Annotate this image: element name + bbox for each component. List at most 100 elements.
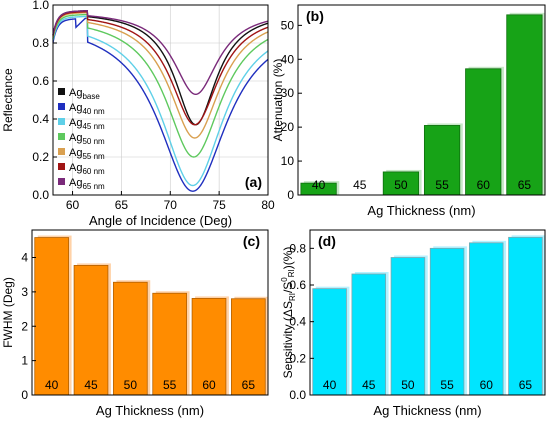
bar-category-label: 55: [435, 178, 449, 192]
bar-category-label: 65: [242, 378, 256, 392]
bar-category-label: 55: [440, 378, 454, 392]
panel-label: (a): [245, 174, 262, 190]
legend-label: Ag50 nm: [69, 132, 105, 146]
panel-c: 40 45 50 55 60 65 0 1 2 3 4 Ag Thickness (nm) FWHM (…: [1, 229, 269, 418]
panel-d: 40 45 50 55 60 65 0.0 0.2 0.4 0.6 0.8 Ag Thickness …: [280, 229, 546, 418]
legend-swatch: [58, 148, 65, 155]
bar-category-label: 65: [519, 378, 533, 392]
y-tick-label: 0.2: [32, 150, 49, 164]
series-line-65nm: [52, 9, 269, 96]
bar-65: [508, 236, 543, 396]
y-tick-label: 20: [281, 120, 295, 134]
panel-label: (d): [318, 233, 336, 249]
legend-label: Agbase: [69, 87, 100, 101]
x-axis-label: Ag Thickness (nm): [96, 403, 204, 418]
bar-40: [34, 237, 69, 396]
y-tick-label: 0.8: [32, 36, 49, 50]
legend-label: Ag40 nm: [69, 102, 105, 116]
legend-swatch: [58, 178, 65, 185]
y-tick-label: 2: [21, 319, 28, 333]
bar-category-label: 45: [362, 378, 376, 392]
y-axis-label: Reflectance: [1, 68, 15, 132]
bar-40: [312, 288, 347, 396]
y-tick-label: 0.4: [32, 112, 49, 126]
y-tick-label: 3: [21, 285, 28, 299]
panel-b: 40 45 50 55 60 65 0 10 20 30 40 50 Ag Thickness (nm)…: [271, 4, 546, 218]
legend-label: Ag60 nm: [69, 162, 105, 176]
x-axis-label: Ag Thickness (nm): [373, 403, 481, 418]
legend-label: Ag55 nm: [69, 147, 105, 161]
bar-45: [351, 273, 386, 396]
y-axis-label: Sensitivity (ΔSRI/S0RI)(%): [280, 247, 297, 379]
y-tick-label: 1: [21, 354, 28, 368]
x-tick-label: 65: [115, 198, 129, 212]
panel-label: (b): [306, 8, 324, 24]
bar-category-label: 55: [163, 378, 177, 392]
plot-frame: [52, 4, 269, 196]
y-axis-label: FWHM (Deg): [1, 277, 15, 348]
y-tick-label: 0.6: [289, 278, 306, 292]
bar-category-label: 40: [323, 378, 337, 392]
bar-category-label: 60: [477, 178, 491, 192]
legend-swatch: [58, 118, 65, 125]
bar-45: [73, 265, 109, 396]
y-tick-label: 0.2: [289, 351, 306, 365]
legend-label: Ag45 nm: [69, 117, 105, 131]
bar-category-label: 50: [401, 378, 415, 392]
bar-category-label: 50: [394, 178, 408, 192]
y-tick-label: 0.0: [289, 388, 306, 402]
x-tick-label: 70: [164, 198, 178, 212]
y-tick-label: 30: [281, 86, 295, 100]
x-tick-label: 75: [212, 198, 226, 212]
y-tick-label: 50: [281, 18, 295, 32]
bar-category-label: 65: [518, 178, 532, 192]
bar-category-label: 45: [353, 178, 367, 192]
plot-frame: [309, 229, 546, 396]
series-line-50nm: [52, 13, 269, 158]
series-line-60nm: [52, 10, 269, 126]
plot-frame: [297, 4, 546, 196]
y-tick-label: 0: [21, 388, 28, 402]
y-tick-label: 0.0: [32, 188, 49, 202]
legend-swatch: [58, 133, 65, 140]
series-line-40nm: [52, 17, 269, 192]
y-tick-label: 1.0: [32, 0, 49, 12]
bar-60: [465, 68, 502, 196]
x-axis-label: Ag Thickness (nm): [367, 203, 475, 218]
bar-category-label: 60: [480, 378, 494, 392]
bar-category-label: 45: [84, 378, 98, 392]
bar-category-label: 60: [202, 378, 216, 392]
bar-50: [390, 257, 426, 396]
bar-category-label: 40: [312, 178, 326, 192]
x-tick-label: 60: [66, 198, 80, 212]
bar-60: [469, 242, 504, 396]
bar-60: [191, 298, 227, 396]
panel-label: (c): [243, 233, 260, 249]
y-tick-label: 0: [287, 188, 294, 202]
bar-50: [113, 281, 148, 396]
y-tick-label: 4: [21, 251, 28, 265]
y-tick-label: 10: [281, 154, 295, 168]
x-axis-label: Angle of Incidence (Deg): [89, 213, 232, 228]
series-line-45nm: [52, 15, 269, 187]
legend-swatch: [58, 103, 65, 110]
series-line-55nm: [52, 11, 269, 139]
y-tick-label: 0.8: [289, 241, 306, 255]
y-tick-label: 0.6: [32, 74, 49, 88]
bar-55: [429, 247, 465, 396]
y-tick-label: 40: [281, 52, 295, 66]
bar-65: [506, 14, 543, 196]
legend-swatch: [58, 163, 65, 170]
plot-frame: [31, 229, 269, 396]
bar-55: [152, 292, 187, 396]
legend-label: Ag65 nm: [69, 177, 105, 191]
bar-category-label: 50: [124, 378, 138, 392]
x-tick-label: 80: [261, 198, 275, 212]
series-line-base: [52, 9, 269, 126]
y-tick-label: 0.4: [289, 315, 306, 329]
bar-category-label: 40: [45, 378, 59, 392]
y-axis-label: Attenuation (%): [271, 59, 285, 142]
panel-a: 60 65 70 75 80 0.0 0.2 0.4 0.6 0.8 1.0 Angle of Inc…: [1, 0, 275, 228]
legend-swatch: [58, 88, 65, 95]
